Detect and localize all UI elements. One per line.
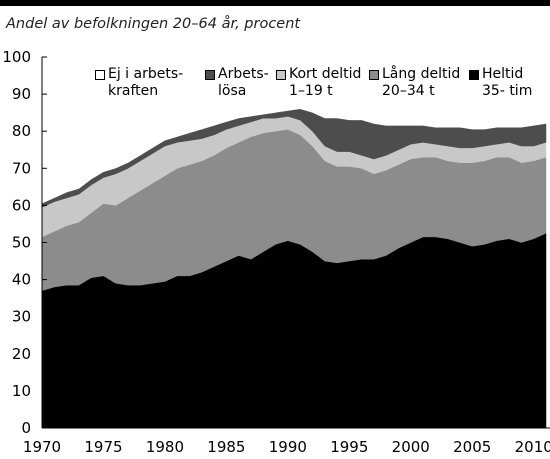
legend-item: Lång deltid 20–34 t — [369, 66, 461, 100]
y-tick-label: 80 — [12, 122, 31, 140]
legend-item: Arbets- lösa — [205, 66, 269, 100]
legend-item: Heltid 35- tim — [469, 66, 533, 100]
y-tick-label: 60 — [12, 196, 31, 214]
y-tick-label: 50 — [12, 234, 31, 252]
x-tick-label: 1970 — [23, 438, 61, 456]
y-tick-label: 70 — [12, 159, 31, 177]
y-tick-label: 20 — [12, 345, 31, 363]
x-tick-label: 2005 — [453, 438, 491, 456]
legend-swatch — [469, 70, 479, 80]
legend-swatch — [276, 70, 286, 80]
x-tick-label: 1990 — [269, 438, 307, 456]
legend-label: Kort deltid 1–19 t — [289, 66, 362, 99]
x-tick-label: 1985 — [207, 438, 245, 456]
area — [42, 57, 546, 204]
y-tick-label: 30 — [12, 308, 31, 326]
legend-item: Ej i arbets- kraften — [95, 66, 184, 100]
area — [41, 108, 547, 208]
top-bar — [0, 0, 550, 6]
y-tick-label: 10 — [12, 382, 31, 400]
x-tick-label: 2000 — [392, 438, 430, 456]
legend-swatch — [369, 70, 379, 80]
y-tick-label: 100 — [2, 48, 31, 66]
legend-label: Ej i arbets- kraften — [108, 66, 184, 99]
legend-swatch — [205, 70, 215, 80]
legend-label: Heltid 35- tim — [482, 66, 533, 99]
legend-swatch — [95, 70, 105, 80]
y-tick-label: 40 — [12, 271, 31, 289]
legend-label: Arbets- lösa — [218, 66, 269, 99]
chart-subtitle: Andel av befolkningen 20–64 år, procent — [6, 16, 301, 32]
x-tick-label: 1975 — [84, 438, 122, 456]
legend-item: Kort deltid 1–19 t — [276, 66, 362, 100]
legend-label: Lång deltid 20–34 t — [382, 66, 461, 99]
x-tick-label: 1980 — [146, 438, 184, 456]
x-tick-label: 1995 — [330, 438, 368, 456]
y-tick-label: 90 — [12, 85, 31, 103]
y-tick-label: 0 — [21, 419, 31, 437]
x-tick-label: 2010 — [515, 438, 550, 456]
